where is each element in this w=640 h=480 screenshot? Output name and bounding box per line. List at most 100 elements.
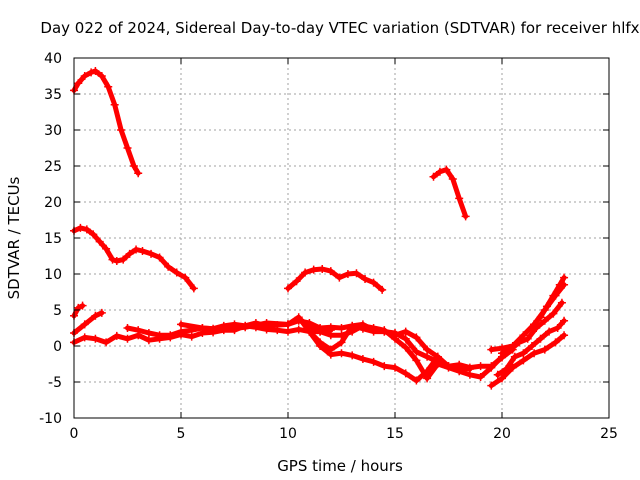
series-arc-12 [487, 331, 569, 390]
data-point [337, 324, 346, 332]
data-point [119, 255, 128, 264]
data-point [123, 324, 132, 332]
data-point [74, 79, 83, 88]
series-line [71, 310, 105, 336]
data-point [551, 338, 560, 347]
series-arc-11 [305, 320, 474, 374]
data-point [487, 381, 496, 390]
data-point [112, 257, 121, 266]
data-point [108, 255, 117, 264]
data-point [91, 334, 100, 343]
data-point [147, 249, 156, 258]
data-point [155, 331, 164, 340]
data-point [316, 338, 325, 347]
data-point [523, 334, 532, 343]
data-point [337, 338, 346, 347]
data-point [326, 331, 335, 340]
data-point [284, 284, 292, 293]
data-point [123, 144, 132, 152]
data-point [442, 165, 451, 174]
x-axis-label: GPS time / hours [277, 457, 403, 475]
data-point [155, 253, 164, 262]
data-point [326, 323, 335, 332]
data-point [102, 338, 111, 347]
data-point [412, 347, 421, 356]
data-point [448, 174, 457, 183]
data-point [305, 327, 314, 336]
series-line [431, 167, 469, 219]
data-point [423, 374, 432, 383]
data-point [189, 284, 198, 293]
y-tick-label: 10 [44, 267, 62, 283]
series-line [71, 225, 197, 291]
data-point [78, 301, 87, 310]
data-point [358, 354, 367, 363]
data-point [348, 351, 357, 360]
series-line [71, 68, 141, 176]
data-point [545, 327, 554, 336]
data-point [326, 267, 335, 276]
data-point [476, 362, 485, 371]
data-point [129, 162, 138, 170]
data-point [262, 318, 271, 327]
data-point [284, 327, 292, 336]
series-arc-1 [70, 66, 143, 178]
data-point [378, 285, 387, 294]
data-point [519, 331, 528, 340]
data-point [358, 320, 367, 329]
data-point [369, 326, 378, 335]
data-point [423, 345, 432, 354]
data-point [110, 100, 119, 109]
data-point [117, 126, 126, 134]
y-tick-label: 0 [53, 339, 62, 355]
data-point [487, 363, 496, 372]
data-point [429, 172, 438, 181]
data-point [89, 230, 98, 239]
data-point [97, 72, 106, 80]
data-point [412, 376, 421, 385]
data-point [134, 326, 143, 335]
data-point [125, 249, 134, 258]
data-point [502, 365, 511, 374]
data-point [455, 363, 464, 372]
data-point [284, 320, 292, 329]
data-point [82, 225, 91, 234]
data-point [435, 167, 444, 176]
data-point [301, 268, 310, 277]
x-tick-label: 25 [600, 426, 618, 442]
data-point [560, 316, 569, 325]
chart-title: Day 022 of 2024, Sidereal Day-to-day VTE… [40, 19, 639, 37]
data-point [476, 372, 485, 381]
data-point [540, 345, 549, 354]
data-point [123, 334, 132, 343]
data-point [498, 374, 506, 383]
data-point [95, 237, 104, 246]
data-point [549, 291, 558, 300]
data-point [144, 336, 153, 345]
data-point [555, 280, 564, 289]
data-point [536, 334, 545, 343]
data-point [493, 370, 502, 379]
data-point [560, 331, 569, 340]
data-point [102, 244, 111, 253]
data-point [76, 223, 85, 232]
data-point [91, 311, 100, 320]
data-point [455, 194, 464, 203]
data-point [391, 331, 399, 340]
data-point [465, 365, 474, 374]
data-point [337, 349, 346, 358]
data-point [181, 273, 190, 282]
data-point [380, 362, 389, 371]
data-point [557, 298, 566, 307]
y-tick-label: 40 [44, 51, 62, 67]
data-point [423, 367, 432, 376]
series-arc-4 [429, 165, 470, 221]
data-point [80, 72, 89, 80]
data-point [112, 331, 121, 340]
data-point [316, 327, 325, 336]
data-point [166, 331, 175, 340]
data-point [348, 321, 357, 330]
data-point [219, 325, 228, 334]
data-point [104, 82, 113, 91]
